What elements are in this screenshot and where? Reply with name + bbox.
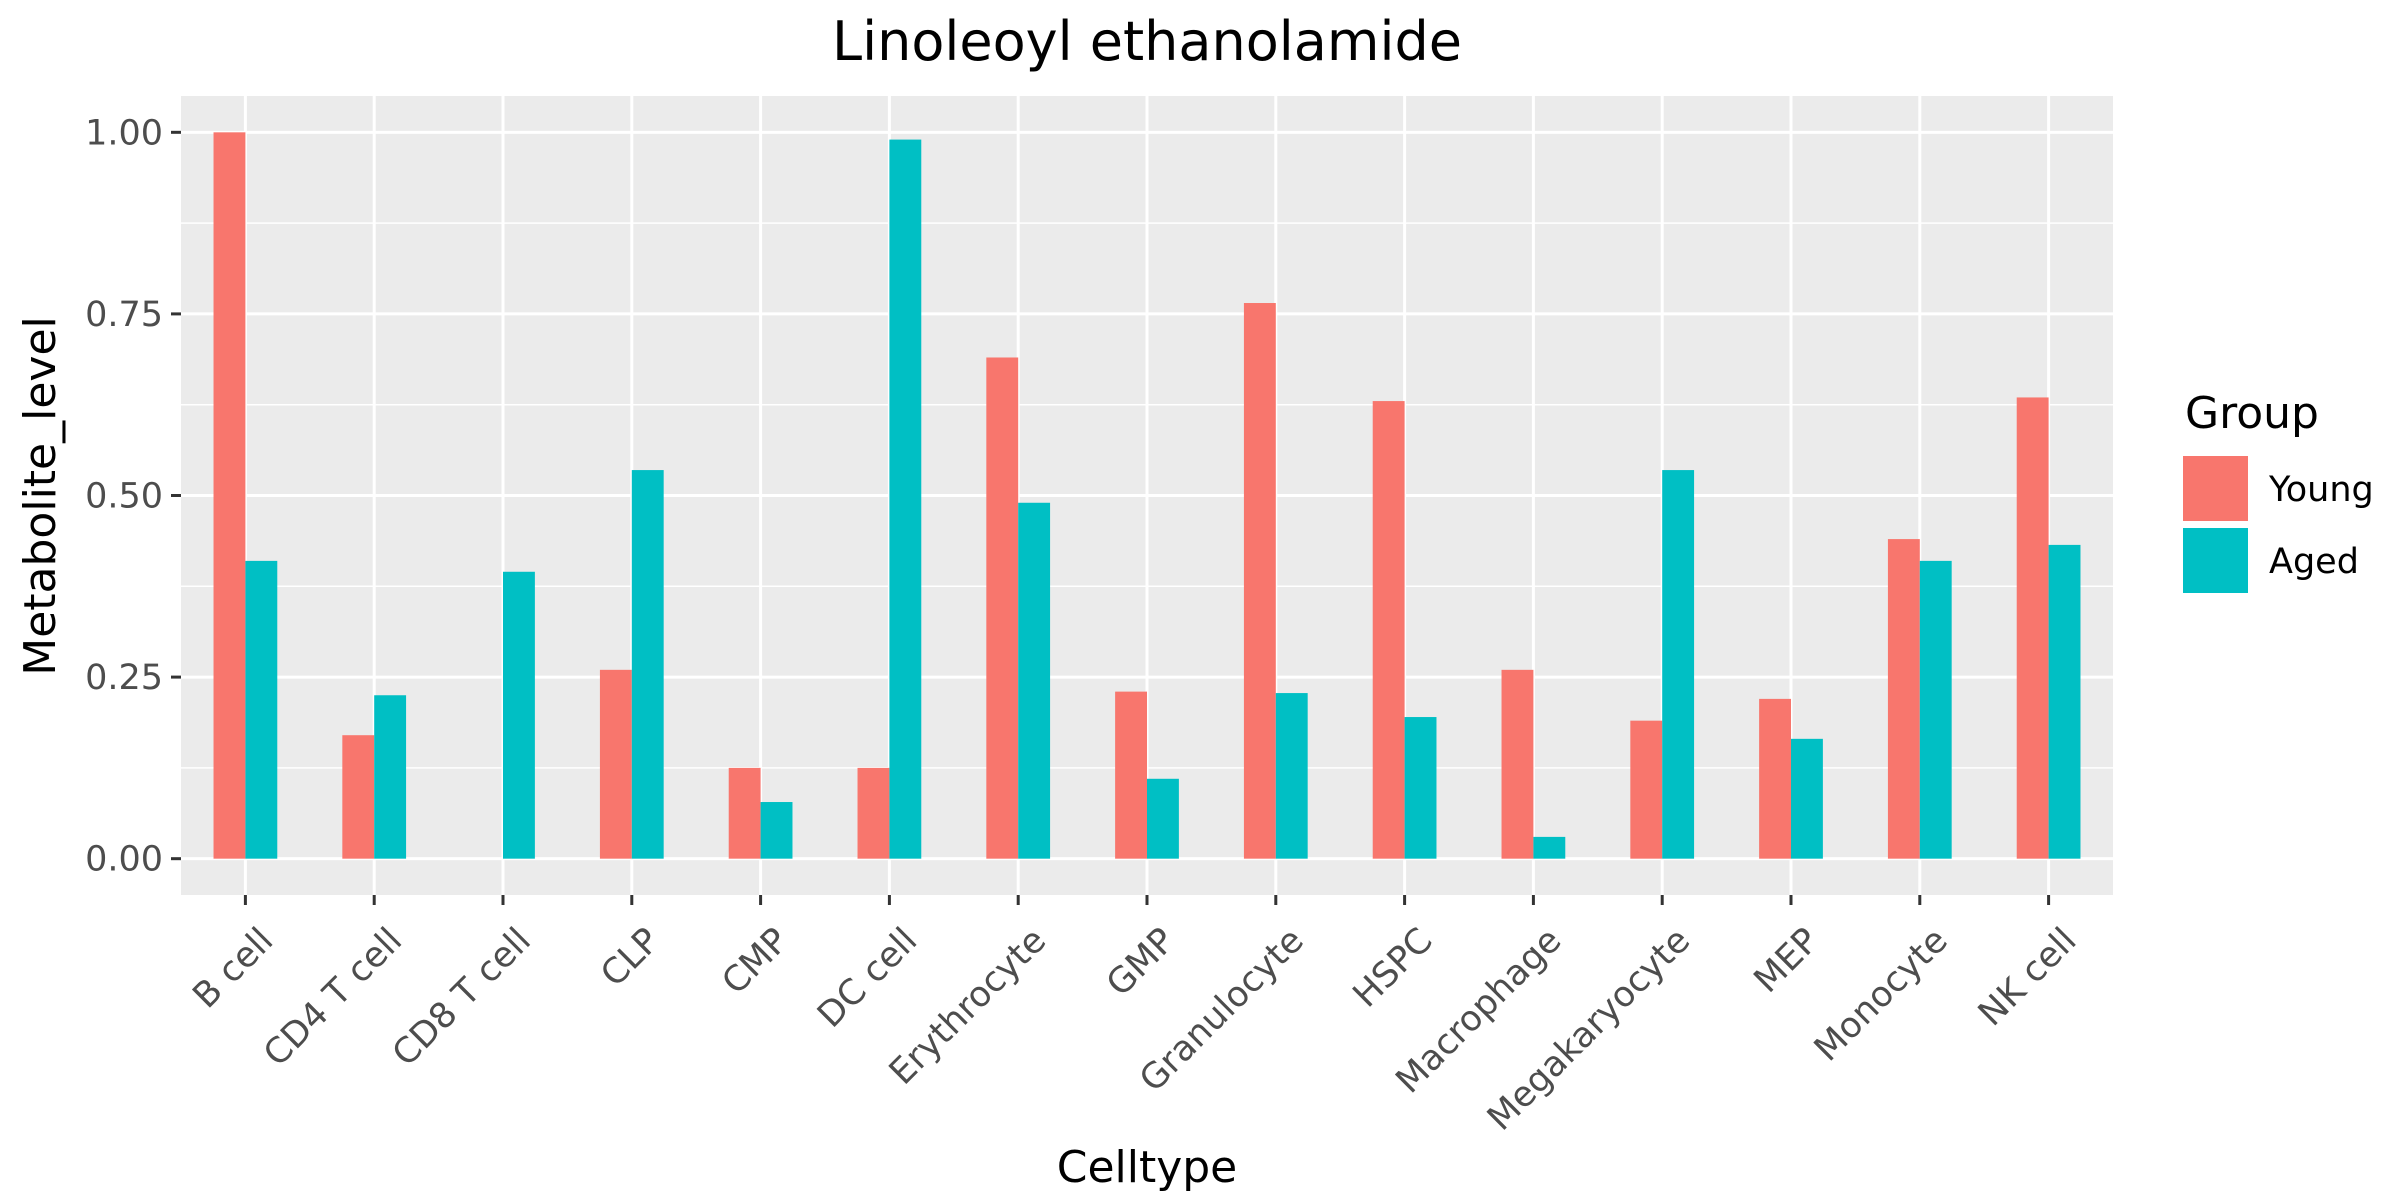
- y-axis-title: Metabolite_level: [15, 316, 66, 676]
- bar-young-granulocyte: [1243, 303, 1276, 859]
- bar-aged-nk-cell: [2048, 544, 2081, 859]
- bar-young-hspc: [1372, 401, 1405, 859]
- legend-title: Group: [2185, 388, 2319, 439]
- bar-young-dc-cell: [857, 767, 890, 859]
- bar-aged-erythrocyte: [1018, 502, 1051, 859]
- bar-aged-megakaryocyte: [1662, 470, 1695, 859]
- bar-young-erythrocyte: [986, 357, 1019, 859]
- legend-key-aged: [2183, 528, 2248, 593]
- x-tick-label: HSPC: [1346, 921, 1441, 1016]
- bar-young-monocyte: [1887, 539, 1920, 859]
- x-tick-label: Monocyte: [1807, 921, 1956, 1070]
- y-tick-label: 0.00: [85, 840, 163, 880]
- bar-aged-monocyte: [1919, 560, 1952, 859]
- x-tick-label: B cell: [186, 921, 282, 1017]
- bar-aged-gmp: [1147, 778, 1179, 859]
- legend-key-young: [2183, 456, 2248, 521]
- bars: [213, 132, 2081, 859]
- bar-aged-granulocyte: [1275, 693, 1308, 859]
- bar-young-cd4-t-cell: [342, 735, 375, 859]
- x-tick-label: CLP: [593, 921, 667, 995]
- legend: Group Young Aged: [2183, 388, 2374, 593]
- x-tick-label: MEP: [1747, 921, 1827, 1001]
- bar-aged-cd4-t-cell: [374, 695, 407, 859]
- bar-young-clp: [599, 669, 632, 859]
- bar-aged-dc-cell: [889, 139, 922, 859]
- x-tick-label: CD4 T cell: [256, 921, 410, 1075]
- bar-aged-b-cell: [245, 560, 278, 859]
- bar-aged-clp: [631, 470, 664, 859]
- bar-aged-macrophage: [1533, 836, 1566, 859]
- x-tick-label: CMP: [715, 921, 797, 1003]
- x-tick-label: GMP: [1099, 921, 1183, 1005]
- bar-young-cmp: [728, 767, 761, 859]
- y-tick-label: 0.75: [85, 295, 163, 335]
- x-axis-title: Celltype: [1057, 1142, 1238, 1193]
- bar-aged-cmp: [760, 802, 793, 859]
- bar-young-nk-cell: [2016, 397, 2049, 859]
- bar-young-megakaryocyte: [1630, 720, 1663, 859]
- bar-young-b-cell: [213, 132, 246, 859]
- legend-items: Young Aged: [2183, 456, 2374, 593]
- bar-aged-mep: [1791, 738, 1823, 859]
- x-tick-label: CD8 T cell: [385, 921, 539, 1075]
- y-tick-label: 0.50: [85, 477, 163, 517]
- x-tick-label: DC cell: [810, 921, 925, 1036]
- bar-young-mep: [1759, 698, 1791, 859]
- bar-young-gmp: [1115, 691, 1147, 859]
- bar-young-macrophage: [1501, 669, 1534, 859]
- legend-label-aged: Aged: [2269, 542, 2359, 582]
- y-tick-label: 0.25: [85, 658, 163, 698]
- chart-title: Linoleoyl ethanolamide: [832, 10, 1462, 73]
- y-axis: 0.00 0.25 0.50 0.75 1.00: [85, 113, 181, 880]
- x-tick-label: NK cell: [1971, 921, 2084, 1034]
- bar-aged-hspc: [1404, 717, 1437, 859]
- y-tick-label: 1.00: [85, 113, 163, 153]
- bar-aged-cd8-t-cell: [503, 571, 535, 859]
- legend-label-young: Young: [2268, 470, 2374, 510]
